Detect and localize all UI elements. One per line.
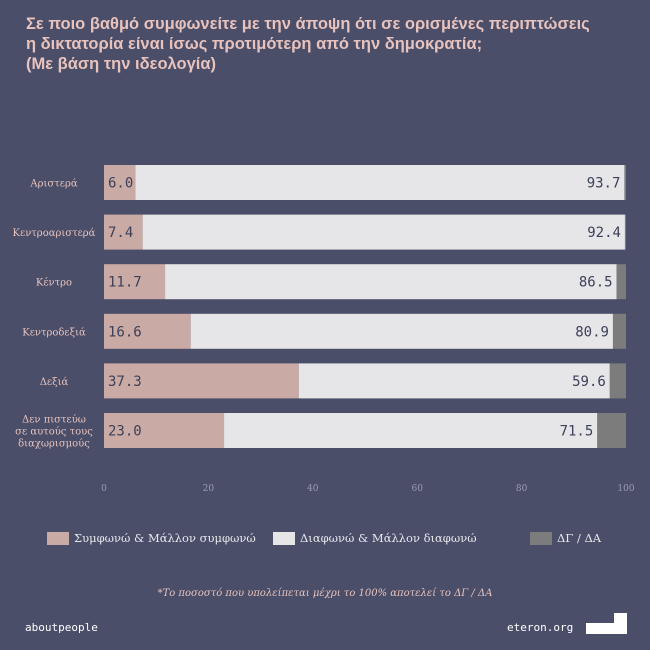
- category-label-0: Αριστερά: [29, 179, 77, 190]
- x-tick-label-3: 60: [411, 484, 423, 494]
- bar-disagree-5: [224, 413, 598, 448]
- legend-label-disagree: Διαφωνώ & Μάλλον διαφωνώ: [300, 531, 477, 545]
- category-label-5-line-2: διαχωρισμούς: [18, 439, 90, 450]
- x-tick-label-0: 0: [101, 484, 107, 494]
- category-label-1: Κεντροαριστερά: [13, 228, 96, 239]
- legend-swatch-dk: [530, 531, 552, 545]
- category-label-5-line-0: Δεν πιστεύω: [22, 415, 86, 426]
- brand-eteron: eteron.org: [507, 621, 574, 634]
- x-tick-label-5: 100: [617, 484, 634, 494]
- footnote: *Το ποσοστό που υπολείπεται μέχρι το 100…: [157, 588, 493, 599]
- bar-dk-0: [624, 165, 626, 200]
- title-line-1: Σε ποιο βαθμό συμφωνείτε με την άποψη ότ…: [26, 15, 590, 33]
- category-label-3: Κεντροδεξιά: [22, 327, 86, 338]
- legend-swatch-agree: [47, 531, 69, 545]
- value-label-disagree-4: 59.6: [572, 374, 606, 390]
- category-label-5-line-1: σε αυτούς τους: [15, 427, 93, 438]
- eteron-logo-icon: [586, 613, 627, 634]
- bar-dk-5: [597, 413, 626, 448]
- x-tick-label-2: 40: [307, 484, 319, 494]
- value-label-agree-2: 11.7: [108, 275, 142, 291]
- value-label-disagree-3: 80.9: [575, 324, 609, 340]
- value-label-disagree-1: 92.4: [587, 225, 621, 241]
- title-line-2: η δικτατορία είναι ίσως προτιμότερη από …: [26, 35, 483, 53]
- value-label-disagree-0: 93.7: [587, 176, 621, 192]
- legend-item-disagree: Διαφωνώ & Μάλλον διαφωνώ: [273, 531, 477, 545]
- legend-label-agree: Συμφωνώ & Μάλλον συμφωνώ: [74, 531, 256, 545]
- bar-disagree-4: [298, 363, 610, 399]
- bar-disagree-0: [135, 165, 625, 200]
- bar-dk-3: [612, 313, 626, 349]
- bar-disagree-3: [190, 313, 613, 349]
- legend-swatch-disagree: [273, 531, 295, 545]
- bar-dk-1: [624, 214, 626, 250]
- bar-agree-4: [104, 363, 299, 399]
- bar-agree-1: [104, 214, 143, 250]
- value-label-agree-0: 6.0: [108, 176, 133, 192]
- legend-item-agree: Συμφωνώ & Μάλλον συμφωνώ: [47, 531, 256, 545]
- chart-title: Σε ποιο βαθμό συμφωνείτε με την άποψη ότ…: [26, 14, 626, 74]
- category-label-4: Δεξιά: [40, 377, 69, 388]
- value-label-agree-1: 7.4: [108, 225, 133, 241]
- bar-disagree-2: [165, 264, 617, 300]
- value-label-disagree-2: 86.5: [579, 275, 613, 291]
- bar-dk-2: [616, 264, 626, 300]
- bar-agree-2: [104, 264, 166, 300]
- bar-agree-3: [104, 313, 191, 349]
- value-label-disagree-5: 71.5: [560, 424, 594, 440]
- bar-agree-0: [104, 165, 136, 200]
- x-tick-label-1: 20: [203, 484, 215, 494]
- bar-dk-4: [609, 363, 626, 399]
- legend-label-dk: ΔΓ / ΔΑ: [557, 531, 602, 545]
- value-label-agree-5: 23.0: [108, 424, 142, 440]
- value-label-agree-4: 37.3: [108, 374, 142, 390]
- value-label-agree-3: 16.6: [108, 324, 142, 340]
- category-label-2: Κέντρο: [36, 278, 72, 289]
- title-line-3: (Με βάση την ιδεολογία): [26, 55, 216, 73]
- x-tick-label-4: 80: [516, 484, 528, 494]
- brand-aboutpeople: aboutpeople: [25, 621, 98, 634]
- bar-agree-5: [104, 413, 225, 448]
- legend-item-dk: ΔΓ / ΔΑ: [530, 531, 601, 545]
- bar-disagree-1: [142, 214, 625, 250]
